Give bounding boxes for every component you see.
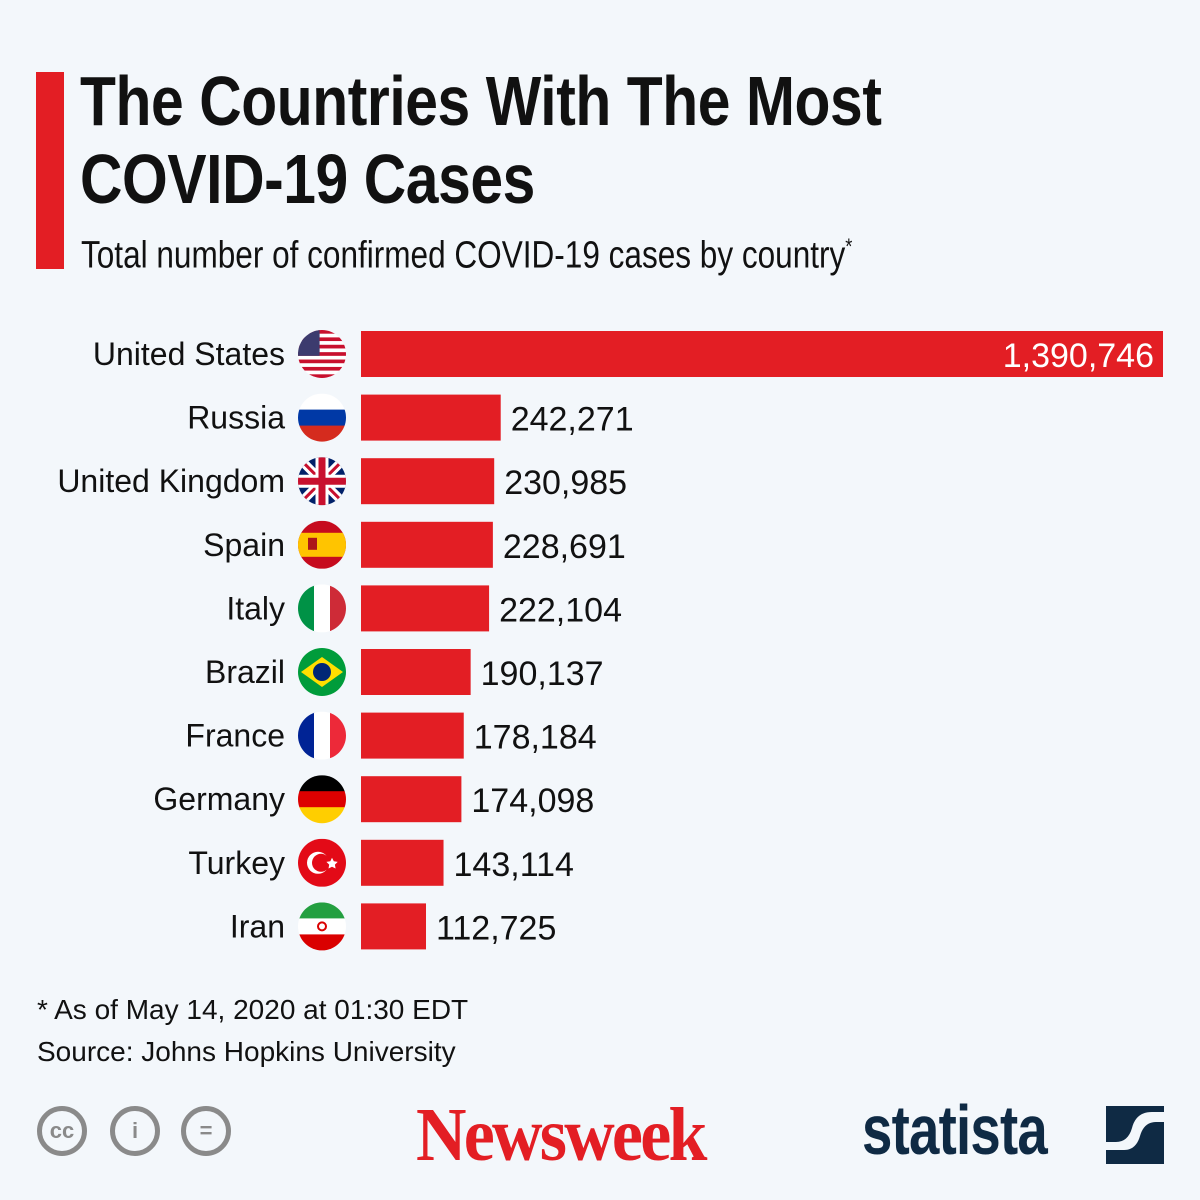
italy-flag-icon [298, 584, 346, 633]
data-label: 190,137 [481, 655, 604, 693]
category-label: France [185, 718, 285, 754]
bar [361, 776, 462, 823]
source: Source: Johns Hopkins University [37, 1036, 456, 1067]
newsweek-logo: Newsweek [416, 1093, 707, 1177]
bar-chart: United States 1,390,746 Russia 242,271 Unite… [57, 330, 1163, 951]
data-label: 143,114 [454, 846, 574, 884]
data-label: 222,104 [499, 591, 622, 629]
russia-flag-icon [298, 393, 346, 442]
bar [361, 649, 471, 695]
bar [361, 712, 464, 759]
bar [361, 458, 495, 505]
data-label: 228,691 [503, 528, 626, 566]
data-label: 174,098 [471, 782, 594, 820]
brazil-flag-icon [298, 648, 346, 696]
bar [361, 839, 444, 886]
category-label: United Kingdom [57, 463, 285, 499]
bar [361, 331, 1163, 377]
bar [361, 394, 501, 441]
cc-icon: cc [37, 1106, 87, 1156]
statista-logo: statista [862, 1091, 1048, 1169]
attribution-icon: i [110, 1106, 160, 1156]
iran-flag-icon [298, 902, 346, 951]
subtitle-footnote-mark: * [845, 234, 853, 259]
category-label: Russia [187, 400, 285, 436]
germany-flag-icon [298, 775, 346, 824]
bar [361, 521, 493, 568]
spain-flag-icon [298, 520, 346, 569]
category-label: Iran [230, 908, 285, 944]
category-label: Turkey [188, 845, 285, 881]
data-label: 178,184 [474, 719, 597, 757]
france-flag-icon [298, 711, 346, 760]
subtitle-text: Total number of confirmed COVID-19 cases… [81, 234, 846, 277]
category-label: Spain [203, 527, 285, 563]
category-label: Germany [153, 781, 285, 817]
chart-title: The Countries With The Most COVID-19 Case… [80, 62, 882, 218]
data-label: 230,985 [504, 464, 627, 502]
bar [361, 585, 490, 632]
category-label: United States [93, 336, 285, 372]
turkey-flag-icon [298, 838, 346, 887]
footnote: * As of May 14, 2020 at 01:30 EDT [37, 994, 469, 1025]
category-label: Italy [226, 590, 285, 626]
chart-subtitle: Total number of confirmed COVID-19 cases… [81, 234, 852, 278]
title-accent-bar [36, 72, 64, 269]
us-flag-icon [298, 330, 346, 378]
bar [361, 903, 427, 950]
data-label: 242,271 [511, 401, 634, 439]
statista-logo-icon [1106, 1106, 1164, 1164]
data-label: 1,390,746 [1003, 337, 1154, 375]
no-derivatives-icon: = [181, 1106, 231, 1156]
data-label: 112,725 [436, 909, 556, 947]
category-label: Brazil [205, 654, 285, 690]
uk-flag-icon [298, 457, 346, 506]
